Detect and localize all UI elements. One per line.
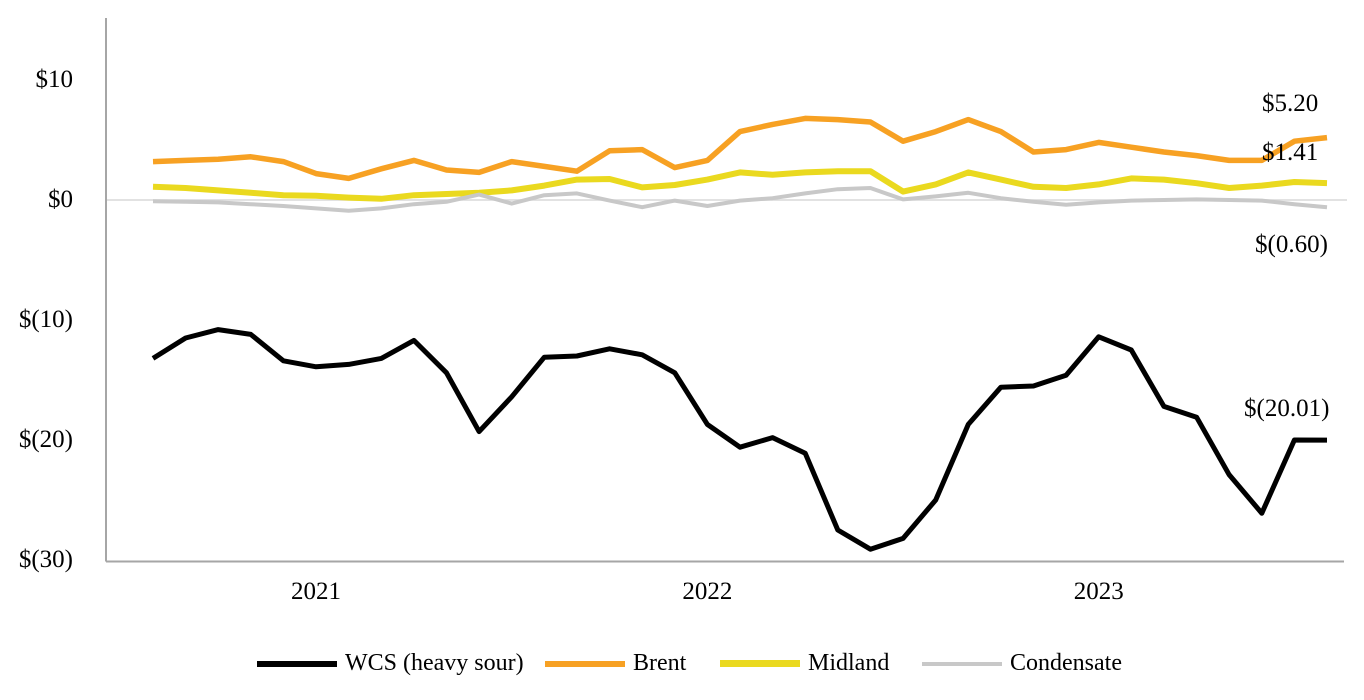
- midland-line-swatch: [720, 660, 800, 667]
- brent-line: [152, 115, 1328, 182]
- midland-end-value-label: $1.41: [1262, 139, 1319, 166]
- x-label-2023: 2023: [1073, 578, 1124, 605]
- y-tick-n20: $(20): [18, 426, 73, 453]
- midland-line: [152, 168, 1328, 202]
- legend-label-midland: Midland: [808, 650, 890, 676]
- legend-item-wcs: WCS (heavy sour): [257, 648, 524, 678]
- brent-end-value-label: $5.20: [1262, 90, 1319, 117]
- y-tick-10: $10: [35, 66, 74, 93]
- condensate-end-value-label: $(0.60): [1255, 231, 1328, 258]
- condensate-line: [152, 186, 1328, 213]
- wcs-heavy-sour-line: [151, 327, 1328, 552]
- y-tick-n30: $(30): [18, 546, 73, 573]
- brent-line-swatch: [545, 661, 625, 667]
- condensate-line-swatch: [922, 662, 1002, 666]
- legend-item-brent: Brent: [545, 648, 686, 678]
- y-tick-n10: $(10): [18, 306, 73, 333]
- legend-item-condensate: Condensate: [922, 648, 1122, 678]
- x-label-2022: 2022: [682, 578, 733, 605]
- wcs-line-swatch: [257, 661, 337, 667]
- legend-label-condensate: Condensate: [1010, 650, 1122, 676]
- x-label-2021: 2021: [291, 578, 342, 605]
- wcs-end-value-label: $(20.01): [1244, 395, 1330, 422]
- legend-label-brent: Brent: [633, 650, 687, 676]
- legend-label-wcs: WCS (heavy sour): [345, 650, 524, 676]
- y-tick-0: $0: [48, 186, 73, 213]
- legend-item-midland: Midland: [720, 648, 889, 678]
